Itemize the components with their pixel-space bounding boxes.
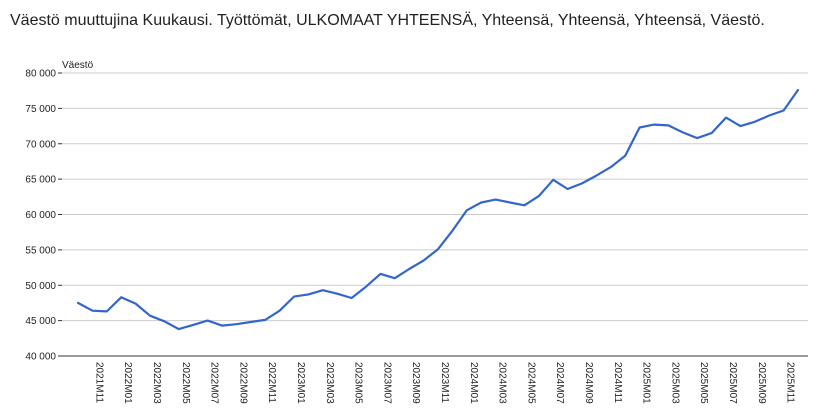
x-tick-label: 2022M01 xyxy=(122,362,133,404)
x-tick-label: 2022M05 xyxy=(180,362,191,404)
x-tick-label: 2024M07 xyxy=(554,362,565,404)
y-axis-title: Väestö xyxy=(62,60,94,71)
x-tick-label: 2025M05 xyxy=(698,362,709,404)
chart-title: Väestö muuttujina Kuukausi. Työttömät, U… xyxy=(10,12,765,29)
gridlines xyxy=(62,72,808,322)
y-tick-label: 80 000 xyxy=(25,69,56,80)
x-tick-label: 2024M03 xyxy=(497,362,508,404)
x-tick-label: 2024M05 xyxy=(525,362,536,404)
x-tick-label: 2024M11 xyxy=(612,362,623,403)
x-tick-label: 2025M11 xyxy=(785,362,796,403)
x-tick-label: 2022M11 xyxy=(266,362,277,403)
x-tick-label: 2025M09 xyxy=(756,362,767,404)
x-tick-label: 2024M09 xyxy=(583,362,594,404)
series-line xyxy=(76,88,800,331)
x-tick-label: 2022M07 xyxy=(209,362,220,404)
y-tick-label: 60 000 xyxy=(25,210,56,221)
y-tick-label: 75 000 xyxy=(25,104,56,115)
series xyxy=(76,88,800,331)
x-tick-label: 2025M01 xyxy=(641,362,652,404)
x-tick-label: 2023M09 xyxy=(410,362,421,404)
y-tick-label: 50 000 xyxy=(25,281,56,292)
x-tick-label: 2025M03 xyxy=(669,362,680,404)
x-tick-label: 2022M03 xyxy=(151,362,162,404)
x-tick-label: 2022M09 xyxy=(237,362,248,404)
x-tick-label: 2025M07 xyxy=(727,362,738,404)
y-tick-label: 70 000 xyxy=(25,139,56,150)
x-tick-label: 2021M11 xyxy=(93,362,104,403)
x-tick-label: 2023M03 xyxy=(324,362,335,404)
y-tick-label: 40 000 xyxy=(25,352,56,363)
x-tick-label: 2023M01 xyxy=(295,362,306,404)
x-tick-label: 2023M07 xyxy=(381,362,392,404)
y-tick-label: 65 000 xyxy=(25,175,56,186)
x-tick-label: 2024M01 xyxy=(468,362,479,404)
y-tick-label: 55 000 xyxy=(25,245,56,256)
y-tick-labels: 40 000 45 000 50 000 55 000 60 000 65 000 70 0… xyxy=(25,69,56,363)
x-tick-label: 2023M05 xyxy=(353,362,364,404)
y-tick-label: 45 000 xyxy=(25,316,56,327)
x-tick-label: 2023M11 xyxy=(439,362,450,403)
axes xyxy=(58,72,808,357)
x-tick-labels: 2021M11 2022M01 2022M03 2022M05 2022M07 2022M… xyxy=(93,362,795,404)
